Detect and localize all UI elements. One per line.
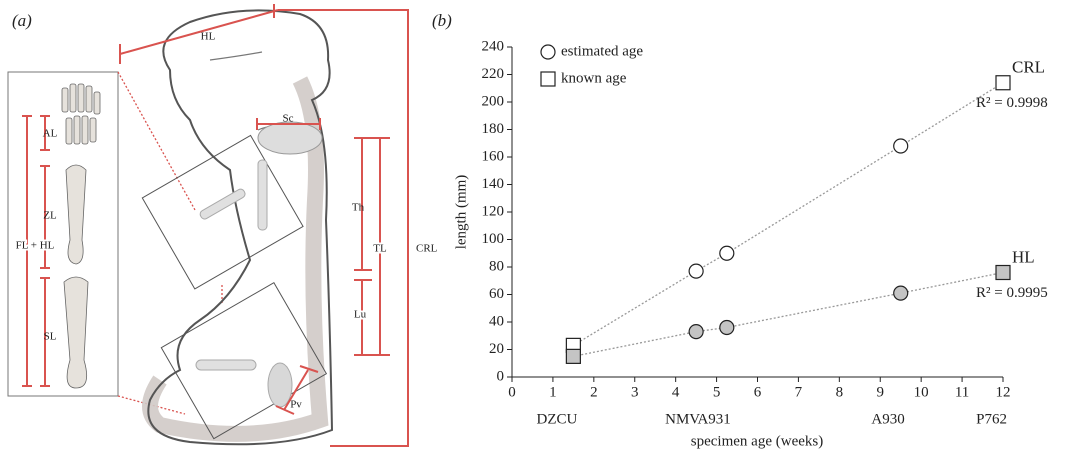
limb-bones [195, 159, 293, 408]
x-tick-label: 2 [590, 384, 598, 400]
label-flhl: FL + HL [16, 240, 55, 252]
panel-label: (a) [12, 11, 32, 30]
y-tick-label: 100 [482, 231, 505, 247]
legend-label: estimated age [561, 43, 643, 59]
specimen-label: NMV [665, 411, 700, 427]
x-tick-label: 11 [955, 384, 969, 400]
body-outline [147, 9, 334, 446]
y-tick-label: 200 [482, 93, 505, 109]
r2-annotation: R² = 0.9998 [976, 95, 1048, 111]
body-brackets [119, 4, 409, 447]
label-th: Th [352, 202, 365, 214]
series-label: CRL [1012, 58, 1045, 77]
label-hl: HL [201, 31, 216, 43]
y-tick-label: 60 [489, 286, 504, 302]
r2-annotation: R² = 0.9995 [976, 285, 1048, 301]
hindlimb-box [160, 282, 328, 440]
specimen-label: A931 [697, 411, 730, 427]
point [719, 245, 735, 261]
scapula [257, 121, 323, 155]
x-axis-title: specimen age (weeks) [691, 433, 823, 449]
y-tick-label: 160 [482, 148, 505, 164]
y-tick-label: 80 [489, 258, 504, 274]
label-sl: SL [44, 331, 57, 343]
x-tick-label: 7 [795, 384, 803, 400]
specimen-label: P762 [976, 411, 1007, 427]
specimen-label: DZCU [537, 411, 578, 427]
forelimb-box [141, 134, 304, 290]
point [719, 319, 735, 336]
x-tick-label: 0 [508, 384, 516, 400]
spine [142, 76, 329, 442]
series-label: HL [1012, 247, 1035, 266]
label-pv: Pv [290, 399, 302, 411]
x-tick-label: 9 [877, 384, 885, 400]
x-tick-label: 10 [914, 384, 929, 400]
label-tl: TL [373, 243, 387, 255]
x-tick-label: 1 [549, 384, 557, 400]
point [565, 348, 581, 364]
specimen-label: A930 [871, 411, 904, 427]
diagram: (a) HL Sc AL [7, 4, 438, 447]
x-tick-label: 12 [996, 384, 1011, 400]
y-tick-label: 240 [482, 38, 505, 54]
point [893, 138, 909, 154]
x-tick-label: 4 [672, 384, 680, 400]
x-tick-label: 3 [631, 384, 639, 400]
point [893, 285, 909, 301]
point [995, 75, 1011, 91]
label-sc: Sc [283, 113, 294, 125]
x-tick-label: 8 [836, 384, 844, 400]
y-axis-title: length (mm) [453, 175, 469, 250]
label-zl: ZL [43, 210, 57, 222]
legend-label: known age [561, 70, 627, 86]
limb-brackets [22, 115, 50, 387]
trend-line [573, 82, 1004, 346]
limb-box [7, 71, 119, 397]
bones [61, 83, 101, 389]
point [995, 264, 1011, 281]
y-tick-label: 120 [482, 203, 505, 219]
y-tick-label: 180 [482, 121, 505, 137]
x-tick-label: 5 [713, 384, 721, 400]
x-tick-label: 6 [754, 384, 762, 400]
panel-label: (b) [432, 11, 452, 30]
trend-line [573, 271, 1004, 358]
y-tick-label: 220 [482, 66, 505, 82]
chart: (b) specimen age (weeks) length (mm) 020… [432, 11, 1048, 450]
point [688, 263, 704, 279]
label-al: AL [43, 128, 58, 140]
legend-marker [540, 71, 556, 87]
point [688, 324, 704, 340]
y-tick-label: 20 [489, 341, 504, 357]
label-crl: CRL [416, 243, 438, 255]
label-lu: Lu [354, 309, 367, 321]
y-tick-label: 40 [489, 313, 504, 329]
y-tick-label: 140 [482, 176, 505, 192]
y-tick-label: 0 [497, 368, 505, 384]
legend-marker [540, 44, 556, 60]
